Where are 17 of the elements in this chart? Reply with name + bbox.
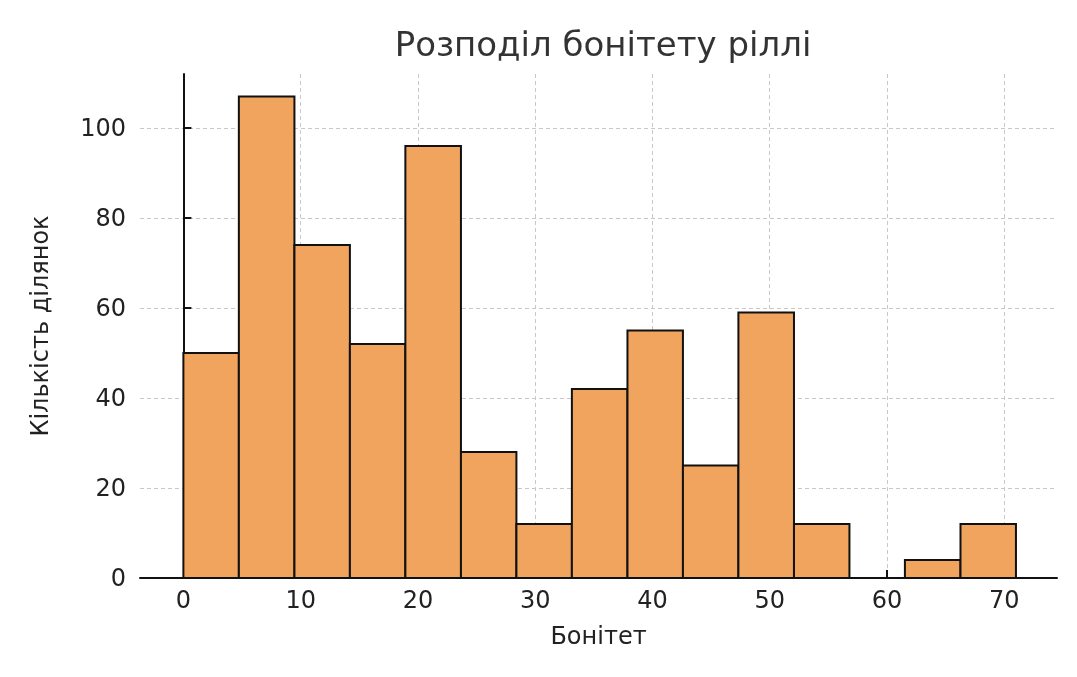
x-tick-label: 40 <box>637 586 668 614</box>
x-tick-label: 70 <box>988 586 1020 614</box>
chart-title: Розподіл бонітету ріллі <box>394 24 812 64</box>
x-tick-label: 0 <box>175 586 192 614</box>
x-tick-label: 60 <box>871 586 903 614</box>
y-tick-label: 80 <box>95 204 126 232</box>
x-tick-label: 10 <box>285 586 316 614</box>
y-axis-title: Кількість ділянок <box>26 215 54 437</box>
x-tick-label: 30 <box>519 586 551 614</box>
y-tick-label: 100 <box>80 114 126 142</box>
x-tick-label: 50 <box>754 586 785 614</box>
y-tick-label: 0 <box>110 564 126 592</box>
x-tick-label: 20 <box>402 586 434 614</box>
y-tick-label: 40 <box>95 384 126 412</box>
x-axis-title: Бонітет <box>550 622 647 650</box>
y-tick-label: 60 <box>95 294 126 322</box>
y-tick-label: 20 <box>95 474 126 502</box>
